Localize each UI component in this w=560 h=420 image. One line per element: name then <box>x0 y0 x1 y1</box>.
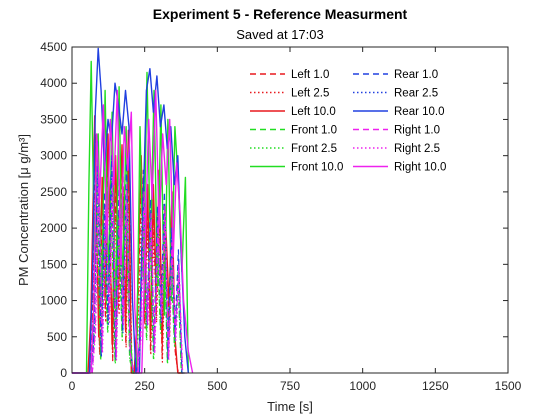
legend-label: Left 1.0 <box>291 69 329 81</box>
x-tick-label: 1000 <box>349 379 376 393</box>
y-tick-label: 4000 <box>40 76 67 90</box>
legend-label: Right 10.0 <box>394 162 446 174</box>
y-axis-label: PM Concentration [μ g/m³] <box>16 134 31 286</box>
legend-label: Right 1.0 <box>394 125 440 137</box>
legend-label: Front 2.5 <box>291 143 337 155</box>
x-tick-label: 0 <box>69 379 76 393</box>
y-tick-label: 3500 <box>40 112 67 126</box>
plot-lines <box>72 47 194 374</box>
chart-title: Experiment 5 - Reference Measurment <box>152 6 408 22</box>
x-tick-label: 750 <box>280 379 300 393</box>
legend-label: Front 10.0 <box>291 162 343 174</box>
x-axis-label: Time [s] <box>267 399 313 414</box>
legend-label: Right 2.5 <box>394 143 440 155</box>
y-tick-label: 4500 <box>40 40 67 54</box>
x-tick-label: 250 <box>135 379 155 393</box>
x-tick-label: 500 <box>207 379 227 393</box>
chart-subtitle: Saved at 17:03 <box>236 27 324 42</box>
y-tick-label: 2500 <box>40 185 67 199</box>
legend-label: Rear 10.0 <box>394 106 445 118</box>
x-axis: 0 250 500 750 1000 1250 1500 <box>69 47 522 393</box>
legend-label: Left 2.5 <box>291 88 329 100</box>
legend-label: Rear 2.5 <box>394 88 438 100</box>
legend-label: Left 10.0 <box>291 106 336 118</box>
x-tick-label: 1250 <box>422 379 449 393</box>
y-axis: 0 500 1000 1500 2000 2500 3000 3500 4000 4500 <box>40 40 508 380</box>
x-tick-label: 1500 <box>495 379 522 393</box>
y-tick-label: 3000 <box>40 149 67 163</box>
legend: Left 1.0 Left 2.5 Left 10.0 Front 1.0 Front … <box>250 69 446 174</box>
y-tick-label: 0 <box>60 366 67 380</box>
y-tick-label: 1500 <box>40 257 67 271</box>
legend-label: Rear 1.0 <box>394 69 438 81</box>
y-tick-label: 1000 <box>40 294 67 308</box>
y-tick-label: 500 <box>47 330 67 344</box>
y-tick-label: 2000 <box>40 221 67 235</box>
legend-label: Front 1.0 <box>291 125 337 137</box>
